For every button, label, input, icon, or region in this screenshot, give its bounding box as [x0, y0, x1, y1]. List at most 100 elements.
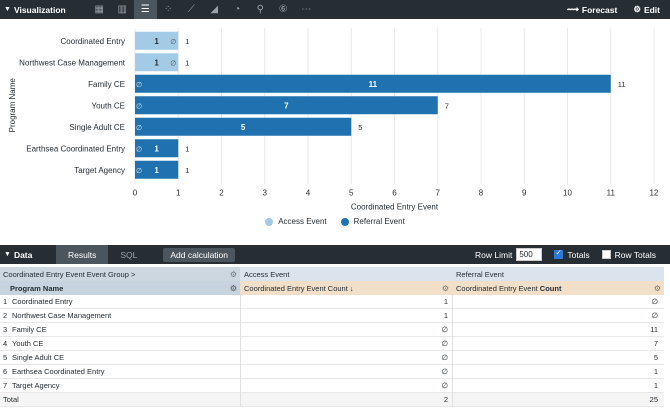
table-row: 5 Single Adult CE ∅ 5 — [0, 350, 664, 365]
viz-type-picker: ▦ ▥ ☰ ⁘ ⟋ ◢ ◔ ⚲ ⑥ ⋯ — [88, 0, 318, 19]
empty-value-marker: ∅ — [170, 59, 176, 67]
pivot-group-header[interactable]: Coordinated Entry Event Event Group > ⚙ — [0, 267, 240, 281]
x-tick-label: 3 — [263, 189, 268, 198]
table-row: 3 Family CE ∅ 11 — [0, 322, 664, 337]
data-title: Data — [13, 249, 33, 260]
bar-value-label: 7 — [284, 101, 289, 110]
bar-chart: 0 1 2 3 4 5 6 7 8 9 10 11 12 Coordinated Entry Event P… — [0, 19, 670, 245]
area-icon[interactable]: ◢ — [210, 4, 219, 15]
bar-referral — [135, 74, 611, 93]
tab-results[interactable]: Results — [56, 245, 109, 264]
row-limit-input[interactable] — [516, 248, 543, 261]
referral-count-cell: 1 — [452, 378, 664, 393]
visualization-toggle[interactable]: ▼ Visualization — [4, 5, 66, 15]
line-icon[interactable]: ⟋ — [187, 4, 195, 15]
gear-icon[interactable]: ⚙ — [229, 283, 237, 293]
x-tick-label: 1 — [176, 189, 181, 198]
single-value-icon[interactable]: ⑥ — [278, 4, 288, 15]
tab-sql[interactable]: SQL — [120, 249, 138, 260]
bar-chart-icon[interactable]: ▥ — [117, 4, 127, 15]
table-body: 1 Coordinated Entry 1 ∅ 2 Northwest Case Mana… — [0, 294, 664, 393]
bar-total-label: 1 — [185, 58, 189, 67]
forecast-button[interactable]: ⟿ Forecast — [566, 4, 618, 15]
map-pin-icon[interactable]: ⚲ — [256, 4, 264, 15]
horizontal-bar-icon[interactable]: ☰ — [133, 0, 157, 19]
edit-button[interactable]: ⚙ Edit — [633, 4, 660, 15]
x-tick-label: 10 — [563, 189, 572, 198]
y-axis-label: Program Name — [8, 78, 17, 133]
access-count-cell: ∅ — [240, 378, 452, 393]
row-number: 1 — [3, 297, 8, 306]
totals-checkbox[interactable] — [554, 248, 564, 259]
category-label: Youth CE — [91, 101, 125, 110]
category-label: Target Agency — [74, 166, 125, 175]
bar-total-label: 1 — [185, 166, 189, 175]
total-label: Total — [3, 395, 19, 404]
table-row: 2 Northwest Case Management 1 ∅ — [0, 308, 664, 323]
bar-referral — [135, 160, 179, 179]
x-tick-label: 2 — [219, 189, 224, 198]
row-number: 3 — [3, 325, 8, 334]
referral-count-cell: ∅ — [452, 294, 664, 309]
gear-icon[interactable]: ⚙ — [229, 269, 237, 279]
forecast-icon: ⟿ — [566, 4, 579, 14]
row-totals-checkbox[interactable] — [601, 250, 611, 259]
total-row: Total 2 25 — [0, 392, 664, 407]
legend-item-access[interactable]: Access Event — [265, 217, 327, 226]
referral-count-cell: 11 — [452, 322, 664, 337]
legend-swatch-icon — [265, 217, 274, 226]
caret-down-icon: ▼ — [4, 251, 11, 258]
add-calculation-button[interactable]: Add calculation — [163, 247, 236, 262]
referral-count-cell: ∅ — [452, 308, 664, 323]
legend-item-referral[interactable]: Referral Event — [340, 217, 405, 226]
bar-total-label: 1 — [185, 37, 189, 46]
table-row: 1 Coordinated Entry 1 ∅ — [0, 294, 664, 309]
measure-header-referral[interactable]: Coordinated Entry Event Count ⚙ — [452, 281, 664, 295]
total-referral: 25 — [452, 392, 664, 407]
empty-value-marker: ∅ — [170, 38, 176, 46]
gear-icon[interactable]: ⚙ — [653, 283, 661, 293]
dimension-header[interactable]: Program Name ⚙ — [0, 281, 240, 295]
table-row: 6 Earthsea Coordinated Entry ∅ 1 — [0, 364, 664, 379]
x-tick-label: 7 — [436, 189, 441, 198]
x-axis-label: Coordinated Entry Event — [351, 203, 439, 212]
more-icon[interactable]: ⋯ — [301, 4, 312, 15]
program-name-cell[interactable]: Family CE — [12, 325, 47, 334]
access-count-cell: ∅ — [240, 364, 452, 379]
gear-icon[interactable]: ⚙ — [441, 283, 449, 293]
access-count-cell: ∅ — [240, 336, 452, 351]
category-label: Family CE — [88, 80, 125, 89]
bar-value-label: 1 — [154, 58, 159, 67]
empty-value-marker: ∅ — [136, 81, 142, 89]
bar-access — [135, 53, 179, 72]
category-label: Coordinated Entry — [61, 37, 125, 46]
row-limit-label: Row Limit — [475, 249, 513, 260]
bar-referral — [135, 117, 352, 136]
row-number: 5 — [3, 353, 8, 362]
program-name-cell[interactable]: Single Adult CE — [12, 353, 65, 362]
data-toggle[interactable]: ▼ Data — [4, 250, 56, 260]
x-tick-label: 8 — [479, 189, 484, 198]
referral-count-cell: 5 — [452, 350, 664, 365]
x-tick-label: 4 — [306, 189, 311, 198]
visualization-header: ▼ Visualization ▦ ▥ ☰ ⁘ ⟋ ◢ ◔ ⚲ ⑥ ⋯ ⟿ For… — [0, 0, 670, 19]
bar-value-label: 5 — [241, 123, 246, 132]
bar-value-label: 11 — [369, 80, 378, 89]
access-count-cell: 1 — [240, 294, 452, 309]
program-name-cell[interactable]: Target Agency — [12, 381, 60, 390]
access-count-cell: ∅ — [240, 322, 452, 337]
bar-total-label: 7 — [445, 101, 449, 110]
program-name-cell[interactable]: Northwest Case Management — [12, 311, 112, 320]
bar-total-label: 11 — [618, 80, 626, 89]
scatter-icon[interactable]: ⁘ — [164, 4, 173, 15]
program-name-cell[interactable]: Coordinated Entry — [12, 297, 73, 306]
pie-icon[interactable]: ◔ — [234, 4, 241, 15]
row-number: 2 — [3, 311, 8, 320]
measure-header-access[interactable]: Coordinated Entry Event Count ↓ ⚙ — [240, 281, 452, 295]
table-icon[interactable]: ▦ — [94, 4, 104, 15]
program-name-cell[interactable]: Earthsea Coordinated Entry — [12, 367, 105, 376]
program-name-cell[interactable]: Youth CE — [12, 339, 44, 348]
referral-count-cell: 1 — [452, 364, 664, 379]
x-tick-label: 9 — [522, 189, 527, 198]
